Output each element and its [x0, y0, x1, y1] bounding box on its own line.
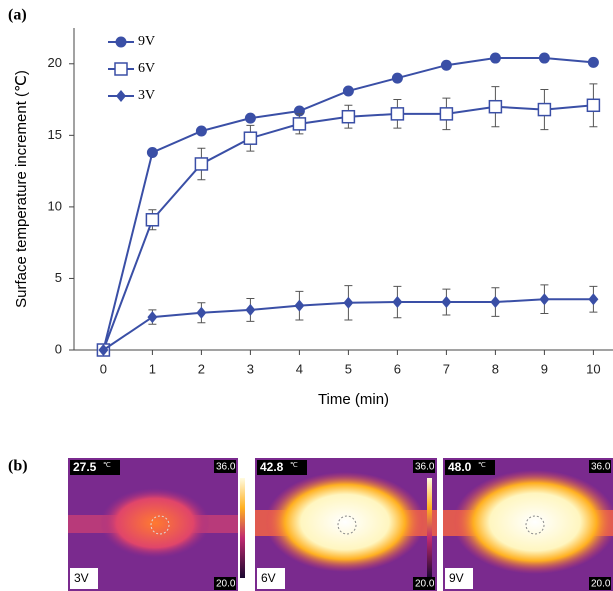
marker	[343, 296, 354, 309]
temp-box	[257, 460, 307, 475]
marker	[588, 293, 599, 306]
scale-min: 20.0	[591, 579, 611, 590]
marker	[146, 147, 158, 159]
temperature-unit: ℃	[103, 462, 111, 469]
marker	[342, 85, 354, 97]
x-tick-label: 9	[541, 361, 548, 376]
y-tick-label: 5	[55, 270, 62, 285]
marker	[116, 90, 126, 102]
temp-box	[445, 460, 495, 475]
y-tick-label: 10	[48, 198, 62, 213]
scale-max: 36.0	[415, 462, 435, 473]
panel-label: (b)	[8, 458, 28, 475]
marker	[539, 293, 550, 306]
panel-label: (a)	[8, 7, 27, 24]
voltage-box	[257, 568, 285, 589]
voltage: 6V	[261, 571, 276, 585]
temperature: 42.8	[260, 460, 284, 474]
x-tick-label: 10	[586, 361, 600, 376]
thermal-image	[443, 458, 613, 591]
x-tick-label: 2	[198, 361, 205, 376]
marker	[243, 131, 258, 145]
marker	[115, 36, 127, 48]
y-tick-label: 15	[48, 127, 62, 142]
marker	[245, 303, 256, 316]
x-tick-label: 1	[149, 361, 156, 376]
scale-max-box	[589, 460, 611, 473]
marker	[587, 56, 599, 68]
marker	[98, 344, 109, 356]
voltage: 9V	[449, 571, 464, 585]
marker	[114, 62, 128, 76]
x-tick-label: 0	[100, 361, 107, 376]
marker	[244, 112, 256, 124]
marker	[341, 109, 356, 124]
scale-max-box	[413, 460, 435, 473]
scale-min-box	[589, 577, 611, 590]
y-tick-label: 20	[48, 55, 62, 70]
marker	[537, 102, 552, 117]
marker	[196, 306, 207, 319]
x-tick-label: 7	[443, 361, 450, 376]
marker	[490, 296, 501, 309]
x-tick-label: 5	[345, 361, 352, 376]
x-tick-label: 3	[247, 361, 254, 376]
marker	[194, 157, 209, 171]
scale-min-box	[214, 577, 236, 590]
marker	[292, 117, 307, 131]
scale-min-box	[413, 577, 435, 590]
y-tick-label: 0	[55, 341, 62, 356]
marker	[195, 125, 207, 137]
voltage-box	[70, 568, 98, 589]
voltage-box	[445, 568, 473, 589]
y-axis-label: Surface temperature increment (℃)	[13, 70, 30, 308]
x-tick-label: 4	[296, 361, 303, 376]
marker	[391, 72, 403, 84]
legend-label: 6V	[138, 61, 155, 76]
x-tick-label: 8	[492, 361, 499, 376]
scale-min: 20.0	[216, 579, 236, 590]
voltage: 3V	[74, 571, 89, 585]
marker	[441, 296, 452, 309]
marker	[294, 299, 305, 312]
x-tick-label: 6	[394, 361, 401, 376]
marker	[489, 52, 501, 64]
thermal-image	[255, 458, 437, 591]
temp-box	[70, 460, 120, 475]
legend-label: 3V	[138, 88, 155, 103]
marker	[390, 107, 405, 121]
legend-label: 9V	[138, 34, 155, 49]
scale-max: 36.0	[591, 462, 611, 473]
marker	[147, 311, 158, 324]
x-axis-label: Time (min)	[318, 391, 389, 408]
temperature-unit: ℃	[290, 462, 298, 469]
marker	[440, 59, 452, 71]
scale-max-box	[214, 460, 236, 473]
marker	[488, 99, 503, 114]
marker	[586, 98, 601, 113]
marker	[538, 52, 550, 64]
scale-min: 20.0	[415, 579, 435, 590]
marker	[145, 213, 160, 227]
temperature: 27.5	[73, 460, 97, 474]
scale-max: 36.0	[216, 462, 236, 473]
marker	[439, 107, 454, 121]
temperature: 48.0	[448, 460, 472, 474]
marker	[392, 296, 403, 309]
temperature-unit: ℃	[478, 462, 486, 469]
